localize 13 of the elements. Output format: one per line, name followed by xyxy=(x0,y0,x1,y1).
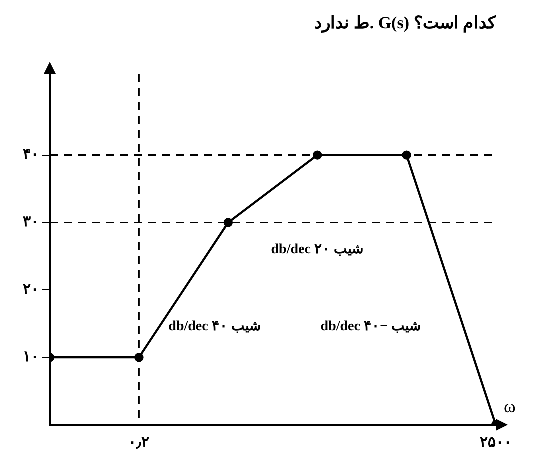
y-tick-label: ۲۰ xyxy=(23,282,39,298)
y-tick-label: ۴۰ xyxy=(23,147,39,164)
y-tick-label: ۱۰ xyxy=(23,349,39,366)
annotation: شیب ۴۰ db/dec xyxy=(168,319,262,334)
point xyxy=(402,150,412,160)
point xyxy=(224,218,233,228)
x-tick-label: ۲۵۰۰ xyxy=(480,434,512,451)
annotation: شیب ۲۰ db/dec xyxy=(271,242,364,258)
x-tick-label: ۰٫۲ xyxy=(128,434,150,451)
annotation: شیب −۴۰ db/dec xyxy=(320,319,422,334)
x-axis-title: ω xyxy=(504,396,516,417)
chart-title: ط ندارد. G(s) کدام است؟ xyxy=(314,14,497,34)
y-tick-label: ۳۰ xyxy=(23,214,39,231)
